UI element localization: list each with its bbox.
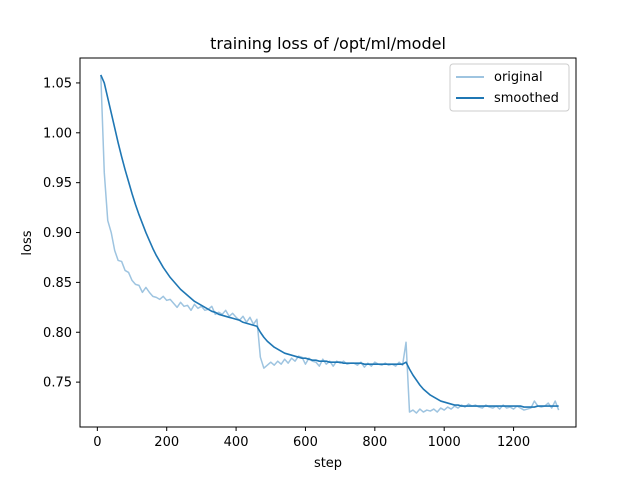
y-tick-label: 0.80 bbox=[43, 326, 72, 341]
legend-label-original: original bbox=[494, 70, 543, 85]
y-tick-label: 0.95 bbox=[43, 176, 72, 191]
x-tick-label: 200 bbox=[154, 435, 179, 450]
x-tick-label: 600 bbox=[293, 435, 318, 450]
x-tick-label: 1200 bbox=[497, 435, 530, 450]
y-axis-ticks: 0.75 0.80 0.85 0.90 0.95 1.00 1.05 bbox=[43, 76, 80, 391]
x-axis-ticks: 0 200 400 600 800 1000 1200 bbox=[93, 427, 530, 450]
series-line-original bbox=[100, 74, 560, 414]
series-line-smoothed bbox=[100, 74, 559, 408]
axes-frame bbox=[79, 57, 577, 428]
y-tick-label: 0.75 bbox=[43, 376, 72, 391]
x-tick-label: 1000 bbox=[428, 435, 461, 450]
y-tick-label: 0.85 bbox=[43, 276, 72, 291]
plot-area bbox=[79, 57, 577, 428]
y-tick-label: 0.90 bbox=[43, 226, 72, 241]
series-layer bbox=[100, 74, 560, 414]
y-tick-label: 1.00 bbox=[43, 126, 72, 141]
x-tick-label: 800 bbox=[362, 435, 387, 450]
legend-box bbox=[449, 63, 570, 112]
x-axis-label: step bbox=[314, 456, 342, 471]
legend-label-smoothed: smoothed bbox=[494, 91, 559, 106]
legend: original smoothed bbox=[449, 63, 570, 112]
chart-title: training loss of /opt/ml/model bbox=[210, 34, 446, 53]
x-tick-label: 400 bbox=[224, 435, 249, 450]
y-tick-label: 1.05 bbox=[43, 76, 72, 91]
y-axis-label: loss bbox=[20, 230, 35, 255]
x-tick-label: 0 bbox=[93, 435, 101, 450]
